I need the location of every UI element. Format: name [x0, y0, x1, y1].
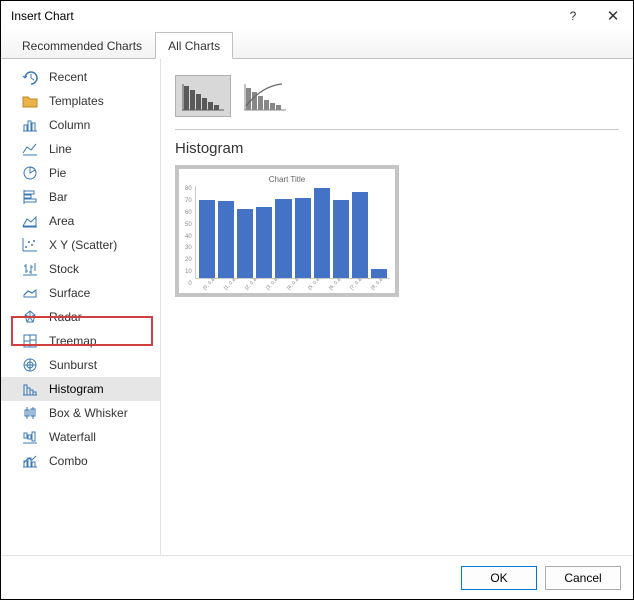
tab-strip: Recommended Charts All Charts	[1, 31, 633, 59]
chart-preview[interactable]: Chart Title 80706050403020100 [0, 0.4...…	[175, 165, 399, 297]
recent-icon	[21, 68, 39, 86]
sidebar-item-surface[interactable]: Surface	[1, 281, 160, 305]
dialog-footer: OK Cancel	[1, 555, 633, 599]
line-icon	[21, 140, 39, 158]
sidebar-item-boxwhisker[interactable]: Box & Whisker	[1, 401, 160, 425]
sidebar-item-label: Combo	[49, 454, 88, 468]
surface-icon	[21, 284, 39, 302]
dialog-body: Recent Templates Column Line Pie Bar Area X Y (…	[1, 59, 633, 555]
sidebar-item-label: Templates	[49, 94, 104, 108]
pie-icon	[21, 164, 39, 182]
sidebar-item-line[interactable]: Line	[1, 137, 160, 161]
preview-bars-wrap: [0, 0.4...[1, 0.4...[2, 0.4...[3, 0.4...…	[195, 186, 391, 287]
chart-heading: Histogram	[175, 140, 619, 157]
preview-y-axis: 80706050403020100	[185, 186, 195, 287]
sidebar-item-label: Line	[49, 142, 72, 156]
sidebar-item-sunburst[interactable]: Sunburst	[1, 353, 160, 377]
sidebar-item-area[interactable]: Area	[1, 209, 160, 233]
area-icon	[21, 212, 39, 230]
preview-bar	[314, 188, 330, 278]
preview-chart: 80706050403020100 [0, 0.4...[1, 0.4...[2…	[185, 186, 389, 287]
sidebar-item-label: Bar	[49, 190, 68, 204]
preview-bar	[333, 200, 349, 278]
stock-icon	[21, 260, 39, 278]
column-icon	[21, 116, 39, 134]
sidebar-item-label: Column	[49, 118, 90, 132]
sidebar-item-label: Radar	[49, 310, 82, 324]
tab-all-charts[interactable]: All Charts	[155, 32, 233, 59]
sidebar-item-pie[interactable]: Pie	[1, 161, 160, 185]
ok-button[interactable]: OK	[461, 566, 537, 590]
help-button[interactable]: ?	[553, 1, 593, 31]
sidebar-item-waterfall[interactable]: Waterfall	[1, 425, 160, 449]
sidebar-item-label: Box & Whisker	[49, 406, 128, 420]
sidebar-item-combo[interactable]: Combo	[1, 449, 160, 473]
sidebar-item-column[interactable]: Column	[1, 113, 160, 137]
sidebar-item-treemap[interactable]: Treemap	[1, 329, 160, 353]
sidebar-item-templates[interactable]: Templates	[1, 89, 160, 113]
preview-bar	[237, 209, 253, 278]
preview-bars	[195, 186, 391, 279]
subtype-histogram[interactable]	[175, 75, 231, 117]
combo-icon	[21, 452, 39, 470]
treemap-icon	[21, 332, 39, 350]
dialog-title: Insert Chart	[11, 9, 553, 23]
sidebar-item-scatter[interactable]: X Y (Scatter)	[1, 233, 160, 257]
sidebar-item-label: Area	[49, 214, 74, 228]
sidebar-item-recent[interactable]: Recent	[1, 65, 160, 89]
preview-bar	[256, 207, 272, 278]
sidebar-item-label: Waterfall	[49, 430, 96, 444]
bar-icon	[21, 188, 39, 206]
subtype-pareto[interactable]	[237, 75, 293, 117]
histogram-icon	[21, 380, 39, 398]
subtype-row	[175, 69, 619, 130]
sidebar-item-radar[interactable]: Radar	[1, 305, 160, 329]
sidebar-item-stock[interactable]: Stock	[1, 257, 160, 281]
templates-icon	[21, 92, 39, 110]
preview-bar	[352, 192, 368, 278]
sidebar-item-label: Recent	[49, 70, 87, 84]
sidebar-item-bar[interactable]: Bar	[1, 185, 160, 209]
sidebar-item-label: Pie	[49, 166, 66, 180]
scatter-icon	[21, 236, 39, 254]
tab-recommended-charts[interactable]: Recommended Charts	[9, 32, 155, 59]
sunburst-icon	[21, 356, 39, 374]
insert-chart-dialog: Insert Chart ? ✕ Recommended Charts All …	[0, 0, 634, 600]
cancel-button[interactable]: Cancel	[545, 566, 621, 590]
chart-subtype-panel: Histogram Chart Title 80706050403020100 …	[161, 59, 633, 555]
sidebar-item-label: Treemap	[49, 334, 97, 348]
close-button[interactable]: ✕	[593, 1, 633, 31]
waterfall-icon	[21, 428, 39, 446]
preview-bar	[275, 199, 291, 278]
sidebar-item-label: Histogram	[49, 382, 104, 396]
preview-x-axis: [0, 0.4...[1, 0.4...[2, 0.4...[3, 0.4...…	[195, 279, 391, 287]
boxwhisker-icon	[21, 404, 39, 422]
sidebar-item-label: X Y (Scatter)	[49, 238, 117, 252]
histogram-subtype-icon	[182, 80, 224, 112]
preview-bar	[199, 200, 215, 278]
preview-bar	[295, 198, 311, 279]
radar-icon	[21, 308, 39, 326]
chart-type-sidebar: Recent Templates Column Line Pie Bar Area X Y (…	[1, 59, 161, 555]
sidebar-item-label: Surface	[49, 286, 90, 300]
titlebar: Insert Chart ? ✕	[1, 1, 633, 31]
sidebar-item-label: Stock	[49, 262, 79, 276]
sidebar-item-histogram[interactable]: Histogram	[1, 377, 160, 401]
preview-bar	[218, 201, 234, 278]
pareto-subtype-icon	[244, 80, 286, 112]
sidebar-item-label: Sunburst	[49, 358, 97, 372]
preview-title: Chart Title	[185, 175, 389, 184]
